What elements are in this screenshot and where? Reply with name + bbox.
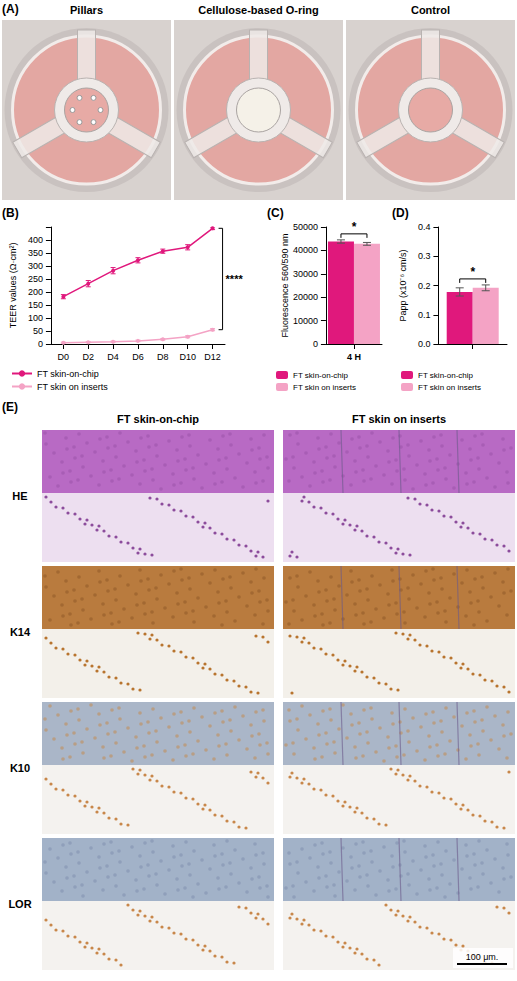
svg-text:D0: D0: [58, 352, 70, 362]
html-text:(B): (B): [2, 206, 19, 220]
svg-text:Papp (x10⁻⁶ cm/s): Papp (x10⁻⁶ cm/s): [398, 249, 408, 321]
svg-text:FT skin-on-chip: FT skin-on-chip: [293, 371, 349, 380]
svg-text:200: 200: [28, 287, 43, 297]
svg-text:FT skin on inserts: FT skin on inserts: [37, 382, 108, 392]
svg-text:4 H: 4 H: [347, 352, 361, 362]
svg-text:100: 100: [28, 313, 43, 323]
svg-text:0.3: 0.3: [418, 251, 431, 261]
svg-text:0: 0: [313, 339, 318, 349]
svg-text:(A): (A): [2, 2, 19, 16]
svg-text:****: ****: [226, 273, 244, 285]
svg-text:D6: D6: [132, 352, 144, 362]
svg-text:FT skin-on-chip: FT skin-on-chip: [37, 369, 99, 379]
svg-text:D10: D10: [179, 352, 196, 362]
svg-text:FT skin-on-chip: FT skin-on-chip: [117, 413, 199, 425]
svg-text:*: *: [352, 220, 357, 234]
svg-text:TEER values (Ω·cm²): TEER values (Ω·cm²): [8, 243, 18, 329]
svg-text:Pillars: Pillars: [70, 4, 103, 16]
svg-text:FT skin on inserts: FT skin on inserts: [293, 383, 356, 392]
svg-text:30000: 30000: [293, 269, 318, 279]
svg-text:250: 250: [28, 274, 43, 284]
svg-text:K10: K10: [10, 762, 30, 774]
svg-text:D12: D12: [204, 352, 221, 362]
svg-text:D8: D8: [157, 352, 169, 362]
svg-text:0.0: 0.0: [418, 339, 431, 349]
svg-text:Control: Control: [411, 4, 450, 16]
svg-text:FT skin-on-chip: FT skin-on-chip: [418, 371, 474, 380]
svg-text:100 μm.: 100 μm.: [466, 952, 499, 962]
svg-text:K14: K14: [10, 626, 31, 638]
svg-text:10000: 10000: [293, 316, 318, 326]
svg-text:(E): (E): [2, 400, 18, 414]
svg-text:50000: 50000: [293, 222, 318, 232]
svg-text:0.4: 0.4: [418, 222, 431, 232]
svg-text:0: 0: [38, 339, 43, 349]
svg-text:0.1: 0.1: [418, 310, 431, 320]
html-text:(D): (D): [392, 206, 409, 220]
svg-text:FT skin on inserts: FT skin on inserts: [352, 413, 446, 425]
svg-text:20000: 20000: [293, 292, 318, 302]
svg-text:Cellulose-based O-ring: Cellulose-based O-ring: [198, 4, 318, 16]
svg-text:*: *: [470, 265, 475, 279]
svg-text:LOR: LOR: [8, 898, 31, 910]
svg-text:HE: HE: [12, 490, 27, 502]
svg-text:0.2: 0.2: [418, 281, 431, 291]
svg-text:40000: 40000: [293, 245, 318, 255]
svg-text:D2: D2: [82, 352, 94, 362]
svg-text:350: 350: [28, 248, 43, 258]
svg-text:400: 400: [28, 235, 43, 245]
html-text:(C): (C): [267, 206, 284, 220]
svg-text:FT skin on inserts: FT skin on inserts: [418, 383, 481, 392]
svg-text:Fluorescence 560/590 nm: Fluorescence 560/590 nm: [280, 233, 290, 337]
svg-text:150: 150: [28, 300, 43, 310]
svg-text:D4: D4: [107, 352, 119, 362]
svg-text:50: 50: [33, 326, 43, 336]
svg-text:300: 300: [28, 261, 43, 271]
